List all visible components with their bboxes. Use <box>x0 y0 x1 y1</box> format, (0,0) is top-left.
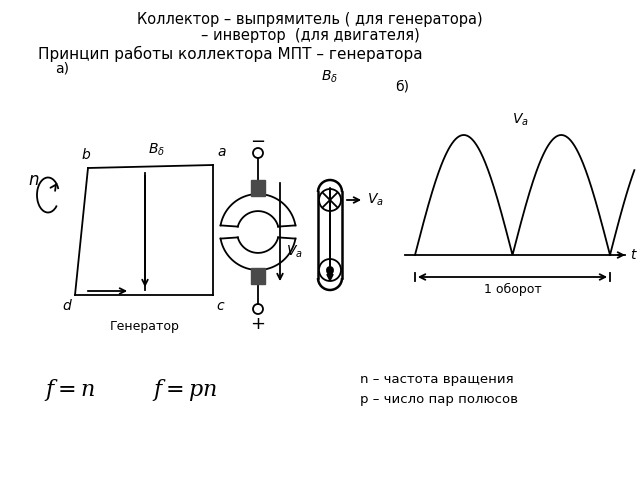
Text: a: a <box>217 145 225 159</box>
Circle shape <box>327 267 333 273</box>
Text: n: n <box>29 171 39 189</box>
Text: $-$: $-$ <box>250 131 266 149</box>
Text: $B_\delta$: $B_\delta$ <box>148 142 165 158</box>
Text: $f = pn$: $f = pn$ <box>152 377 218 403</box>
Text: Коллектор – выпрямитель ( для генератора): Коллектор – выпрямитель ( для генератора… <box>137 12 483 27</box>
Text: – инвертор  (для двигателя): – инвертор (для двигателя) <box>200 28 419 43</box>
Circle shape <box>319 259 341 281</box>
Text: c: c <box>216 299 223 313</box>
Text: $B_\delta$: $B_\delta$ <box>321 69 339 85</box>
Text: 1 оборот: 1 оборот <box>484 283 541 296</box>
Bar <box>251 180 265 196</box>
Text: $V_a$: $V_a$ <box>367 192 384 208</box>
Text: Генератор: Генератор <box>110 320 180 333</box>
Text: a): a) <box>55 62 69 76</box>
Text: n – частота вращения: n – частота вращения <box>360 373 514 386</box>
Text: $f = n$: $f = n$ <box>44 377 96 403</box>
Circle shape <box>319 189 341 211</box>
Text: $V_a$: $V_a$ <box>286 244 303 260</box>
Text: d: d <box>62 299 71 313</box>
Text: $+$: $+$ <box>250 315 266 333</box>
Bar <box>251 268 265 284</box>
Text: p – число пар полюсов: p – число пар полюсов <box>360 394 518 407</box>
Text: б): б) <box>395 80 409 94</box>
Text: t: t <box>630 248 636 262</box>
Text: $V_a$: $V_a$ <box>512 112 529 128</box>
Text: b: b <box>82 148 90 162</box>
Text: Принцип работы коллектора МПТ – генератора: Принцип работы коллектора МПТ – генерато… <box>38 46 422 62</box>
